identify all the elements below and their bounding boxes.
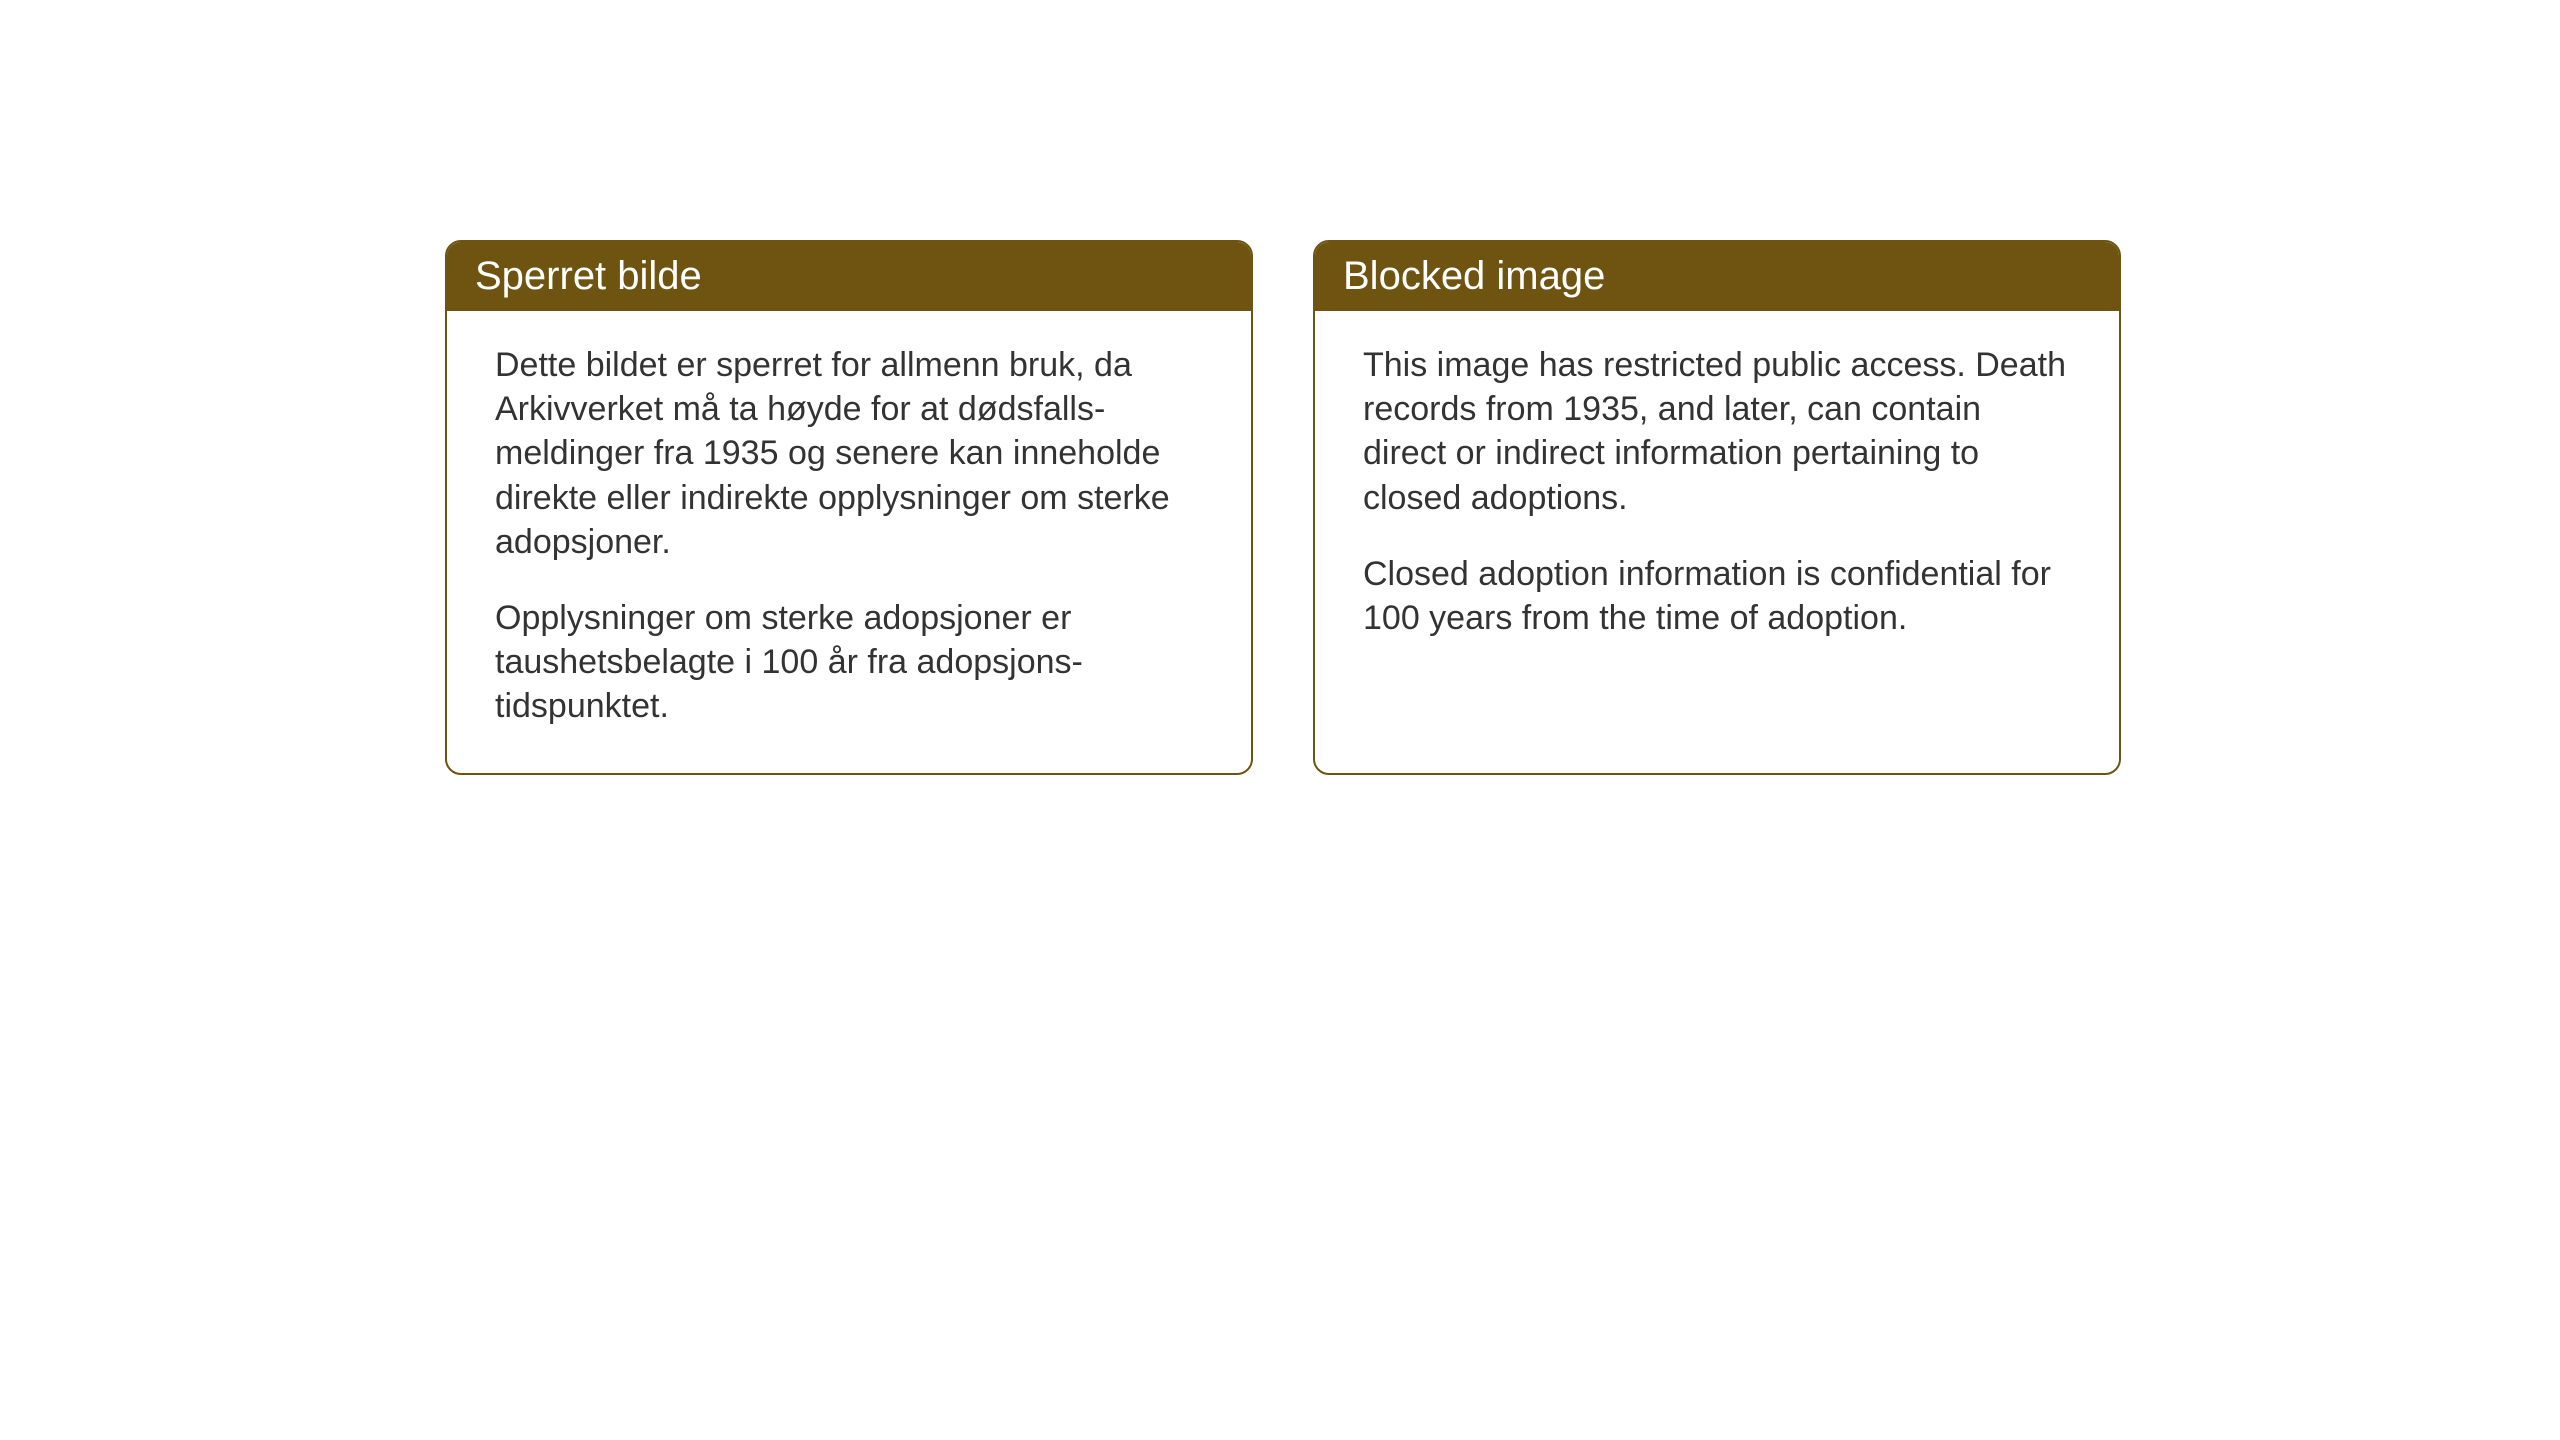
notice-container: Sperret bilde Dette bildet er sperret fo…	[445, 240, 2121, 775]
notice-card-norwegian: Sperret bilde Dette bildet er sperret fo…	[445, 240, 1253, 775]
notice-title-english: Blocked image	[1343, 254, 1605, 298]
notice-title-norwegian: Sperret bilde	[475, 254, 702, 298]
notice-header-norwegian: Sperret bilde	[447, 242, 1251, 311]
notice-header-english: Blocked image	[1315, 242, 2119, 311]
notice-paragraph-2-english: Closed adoption information is confident…	[1363, 552, 2071, 640]
notice-body-english: This image has restricted public access.…	[1315, 311, 2119, 684]
notice-paragraph-1-english: This image has restricted public access.…	[1363, 343, 2071, 520]
notice-card-english: Blocked image This image has restricted …	[1313, 240, 2121, 775]
notice-paragraph-2-norwegian: Opplysninger om sterke adopsjoner er tau…	[495, 596, 1203, 729]
notice-paragraph-1-norwegian: Dette bildet er sperret for allmenn bruk…	[495, 343, 1203, 564]
notice-body-norwegian: Dette bildet er sperret for allmenn bruk…	[447, 311, 1251, 773]
